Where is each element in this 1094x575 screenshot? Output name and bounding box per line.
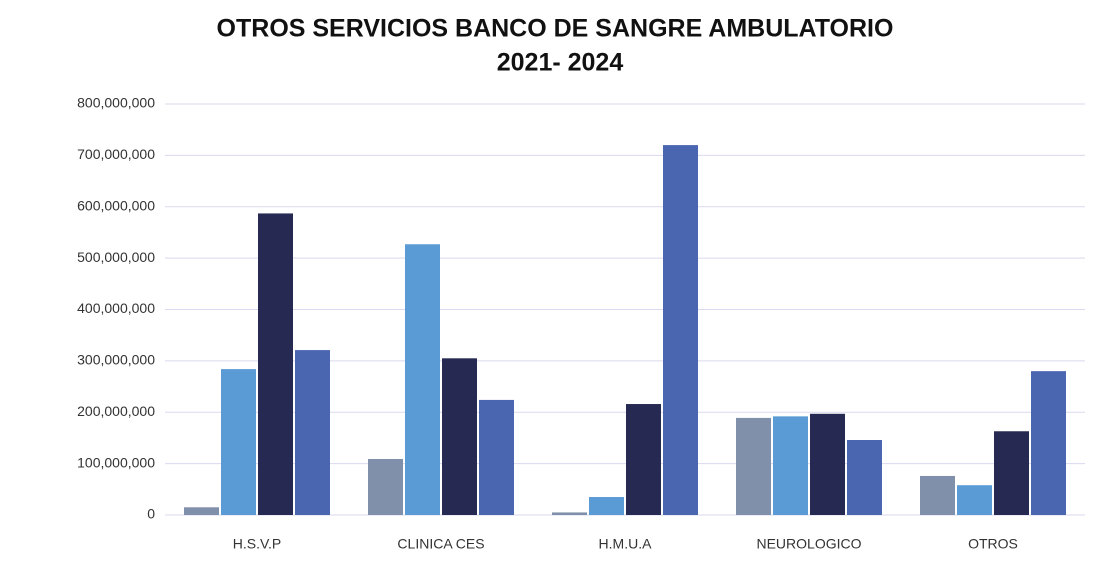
y-tick-label: 800,000,000 [77,95,155,111]
chart-subtitle: 2021- 2024 [497,49,624,77]
bar [184,507,219,515]
bar [626,404,661,515]
y-tick-label: 0 [147,506,155,522]
x-tick-label: CLINICA CES [397,536,484,552]
x-tick-label: H.M.U.A [599,536,653,552]
bar [773,416,808,515]
x-tick-label: NEUROLOGICO [756,536,861,552]
bar [957,485,992,515]
bar [479,399,514,515]
bar [295,350,330,515]
x-tick-label: H.S.V.P [233,536,282,552]
bar [1031,371,1066,515]
bar [258,213,293,515]
bar [663,145,698,515]
y-tick-label: 600,000,000 [77,197,155,213]
bar [405,244,440,515]
bar [552,512,587,515]
bar [736,417,771,515]
y-tick-label: 100,000,000 [77,454,155,470]
y-tick-label: 400,000,000 [77,300,155,316]
y-tick-label: 500,000,000 [77,249,155,265]
chart-title: OTROS SERVICIOS BANCO DE SANGRE AMBULATO… [217,15,894,43]
bar [368,459,403,515]
bar [589,497,624,515]
bar [847,439,882,515]
bar [442,358,477,515]
y-tick-label: 200,000,000 [77,403,155,419]
bar [920,475,955,515]
y-tick-label: 700,000,000 [77,146,155,162]
bar [221,369,256,515]
bar [810,413,845,515]
y-tick-label: 300,000,000 [77,352,155,368]
x-tick-label: OTROS [968,536,1018,552]
bar [994,431,1029,515]
